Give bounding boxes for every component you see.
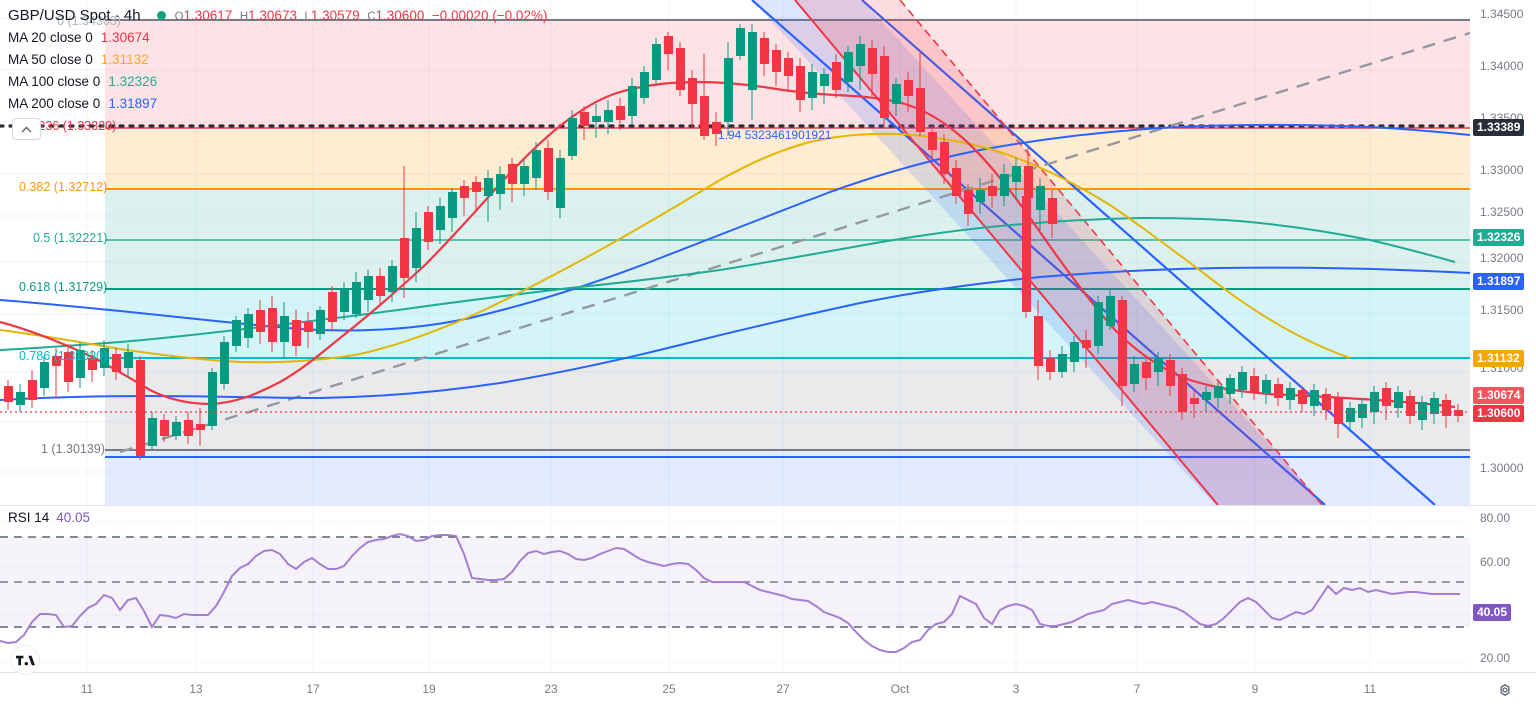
price-tick: 1.34500: [1480, 7, 1524, 21]
rsi-tick: 20.00: [1480, 651, 1511, 665]
ma50-price-chip[interactable]: 1.31132: [1473, 350, 1524, 367]
time-tick: 23: [544, 682, 558, 696]
candlestick-series: [4, 24, 1463, 460]
time-tick: 3: [1012, 682, 1020, 696]
time-tick: 25: [662, 682, 676, 696]
last-price-chip[interactable]: 1.30600: [1473, 405, 1525, 422]
legend-collapse-button[interactable]: [12, 118, 41, 140]
fib-label-0[interactable]: 0 (1.34303): [57, 14, 121, 28]
fib-label-1[interactable]: 1 (1.30139): [41, 442, 105, 456]
rsi-chart-svg: [0, 506, 1470, 671]
fib-label-786[interactable]: 0.786 (1.31030): [19, 349, 108, 363]
ma200-price-chip[interactable]: 1.31897: [1473, 273, 1525, 290]
time-tick: 11: [1363, 682, 1377, 696]
fib-label-382[interactable]: 0.382 (1.32712): [19, 180, 108, 194]
rsi-value-chip[interactable]: 40.05: [1473, 604, 1512, 621]
rsi-line: [0, 532, 1460, 653]
fib-label-500[interactable]: 0.5 (1.32221): [33, 231, 108, 245]
rsi-vertical-gridlines: [86, 506, 1371, 671]
rsi-scale[interactable]: 80.00 60.00 20.00 40.05: [1470, 506, 1536, 671]
time-tick: 13: [189, 682, 203, 696]
time-tick: 17: [306, 682, 320, 696]
price-tick: 1.32000: [1480, 251, 1524, 265]
fib-label-236[interactable]: 0.236 (1.33320): [28, 119, 117, 133]
time-tick: 7: [1133, 682, 1141, 696]
price-tick: 1.31500: [1480, 303, 1524, 317]
price-tick: 1.32500: [1480, 205, 1524, 219]
ma-50-line: [0, 132, 1351, 364]
pane-separator: [0, 505, 1536, 506]
chart-text-overlay: 1.94 5323461901921: [718, 128, 832, 142]
ma20-price-chip[interactable]: 1.30674: [1473, 387, 1525, 404]
rsi-tick: 80.00: [1480, 511, 1511, 525]
ascending-trendline-dashed[interactable]: [119, 31, 1470, 454]
time-tick: Oct: [890, 682, 910, 696]
ma100-price-chip[interactable]: 1.32326: [1473, 229, 1525, 246]
rsi-legend[interactable]: RSI 14 40.05: [8, 510, 90, 525]
time-scale[interactable]: 11 13 17 19 23 25 27 Oct 3 7 9 11: [0, 672, 1536, 708]
price-tick: 1.33000: [1480, 163, 1524, 177]
time-tick: 9: [1251, 682, 1259, 696]
price-tick: 1.34000: [1480, 59, 1524, 73]
ma-200-secondary-line: [0, 266, 1470, 401]
red-descending-channel[interactable]: [794, 0, 1323, 505]
price-scale[interactable]: 1.34500 1.34000 1.33500 1.33000 1.32500 …: [1470, 0, 1536, 505]
rsi-value: 40.05: [56, 510, 91, 525]
rsi-label: RSI 14: [8, 510, 50, 525]
price-chart-pane[interactable]: 0 (1.34303) 0.236 (1.33320) 0.382 (1.327…: [0, 0, 1470, 505]
time-tick: 19: [422, 682, 436, 696]
fib-236-price-chip[interactable]: 1.33389: [1473, 119, 1525, 136]
rsi-tick: 60.00: [1480, 555, 1511, 569]
rsi-indicator-pane[interactable]: [0, 506, 1470, 671]
chevron-up-icon: [21, 126, 32, 132]
fibonacci-zones: [105, 20, 1470, 505]
tradingview-logo-icon: [15, 655, 35, 665]
chart-settings-button[interactable]: [1497, 683, 1513, 699]
tradingview-logo[interactable]: [10, 645, 40, 675]
fib-label-618[interactable]: 0.618 (1.31729): [19, 280, 108, 294]
time-tick: 11: [80, 682, 94, 696]
time-tick: 27: [776, 682, 790, 696]
price-chart-svg: [0, 0, 1470, 505]
price-tick: 1.30000: [1480, 461, 1524, 475]
gear-icon: [1500, 684, 1510, 696]
